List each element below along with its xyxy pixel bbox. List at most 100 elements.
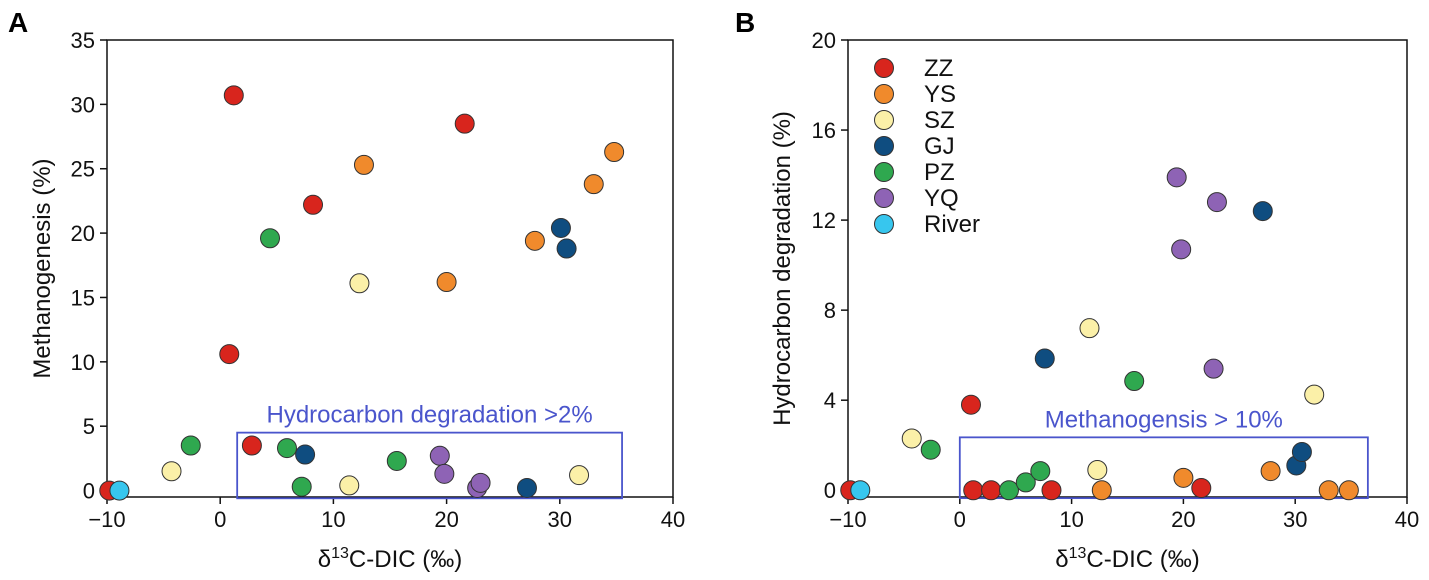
- data-point-pz: [920, 439, 941, 460]
- data-point-zz: [1041, 480, 1062, 501]
- y-tick-label: 20: [71, 221, 95, 246]
- y-tick-label: 25: [71, 157, 95, 182]
- x-axis-label: δ13C-DIC (‰): [1055, 545, 1199, 573]
- data-point-zz: [223, 85, 244, 106]
- x-tick-label: 10: [1059, 507, 1083, 532]
- series-sz: [901, 318, 1325, 480]
- data-point-zz: [960, 394, 981, 415]
- data-point-pz: [1030, 461, 1051, 482]
- data-point-sz: [161, 461, 182, 482]
- y-tick-label: 0: [83, 479, 95, 504]
- x-tick-label: 30: [1283, 507, 1307, 532]
- legend-marker-zz: [874, 58, 894, 78]
- data-point-ys: [1173, 467, 1194, 488]
- y-tick-label: 15: [71, 285, 95, 310]
- legend-label-ys: YS: [924, 81, 956, 108]
- y-tick-label: 20: [812, 28, 836, 53]
- legend-marker-sz: [874, 110, 894, 130]
- data-point-pz: [386, 450, 407, 471]
- x-axis-label: δ13C-DIC (‰): [318, 545, 462, 573]
- data-point-sz: [1304, 384, 1325, 405]
- x-tick-label: 30: [548, 507, 572, 532]
- data-point-ys: [583, 174, 604, 195]
- y-tick-label: 5: [83, 414, 95, 439]
- x-tick-label: 20: [1171, 507, 1195, 532]
- data-point-zz: [241, 435, 262, 456]
- data-point-sz: [569, 465, 590, 486]
- plot-frame: [847, 39, 1408, 498]
- data-point-ys: [1338, 480, 1359, 501]
- data-point-ys: [1091, 480, 1112, 501]
- y-axis-label: Methanogenesis (%): [29, 158, 56, 378]
- data-point-yq: [429, 445, 450, 466]
- y-tick-label: 4: [824, 388, 836, 413]
- x-tick-label: 40: [1395, 507, 1419, 532]
- data-point-sz: [349, 273, 370, 294]
- series-river: [109, 480, 130, 501]
- annotation-box: [236, 431, 623, 500]
- series-zz: [99, 85, 475, 501]
- series-zz: [840, 394, 1212, 501]
- y-tick-label: 35: [71, 28, 95, 53]
- annotation-text: Hydrocarbon degradation >2%: [267, 402, 593, 429]
- y-tick-label: 0: [824, 478, 836, 503]
- y-tick-label: 10: [71, 350, 95, 375]
- data-point-yq: [434, 463, 455, 484]
- data-point-gj: [550, 217, 571, 238]
- data-point-sz: [1087, 459, 1108, 480]
- data-point-river: [850, 480, 871, 501]
- y-tick-label: 30: [71, 92, 95, 117]
- data-point-pz: [998, 480, 1019, 501]
- data-point-gj: [556, 238, 577, 259]
- y-tick-label: 8: [824, 298, 836, 323]
- y-axis-label: Hydrocarbon degradation (%): [769, 111, 796, 426]
- panel-label: A: [8, 7, 28, 38]
- data-point-ys: [353, 154, 374, 175]
- series-gj: [1034, 201, 1312, 476]
- data-point-yq: [470, 472, 491, 493]
- y-tick-label: 16: [812, 118, 836, 143]
- x-tick-label: 0: [214, 507, 226, 532]
- series-gj: [295, 217, 577, 498]
- data-point-zz: [981, 480, 1002, 501]
- data-point-gj: [1034, 348, 1055, 369]
- data-point-ys: [524, 230, 545, 251]
- data-point-sz: [339, 475, 360, 496]
- data-point-zz: [454, 113, 475, 134]
- legend-label-yq: YQ: [924, 185, 959, 212]
- data-point-zz: [219, 344, 240, 365]
- y-tick-label: 12: [812, 208, 836, 233]
- series-ys: [353, 141, 625, 293]
- data-point-zz: [1191, 477, 1212, 498]
- data-point-yq: [1171, 239, 1192, 260]
- data-point-river: [109, 480, 130, 501]
- legend-label-sz: SZ: [924, 107, 955, 134]
- data-point-zz: [303, 194, 324, 215]
- data-point-gj: [1252, 201, 1273, 222]
- x-tick-label: 0: [954, 507, 966, 532]
- data-point-pz: [1015, 472, 1036, 493]
- legend-marker-pz: [874, 162, 894, 182]
- series-ys: [1091, 461, 1359, 501]
- data-point-sz: [901, 428, 922, 449]
- x-tick-label: 40: [661, 507, 685, 532]
- data-point-pz: [1124, 371, 1145, 392]
- panel-a: A −10 0 10 20 30 40 0 5 10 15 20 25 30 35 δ13C-DIC (‰) M…: [8, 7, 685, 573]
- data-point-pz: [180, 435, 201, 456]
- legend-label-pz: PZ: [924, 159, 955, 186]
- data-point-yq: [1203, 358, 1224, 379]
- panel-label: B: [735, 7, 755, 38]
- legend-marker-ys: [874, 84, 894, 104]
- data-point-ys: [436, 272, 457, 293]
- data-point-yq: [1206, 192, 1227, 213]
- plot-frame: [106, 39, 674, 498]
- data-point-ys: [604, 141, 625, 162]
- series-yq: [1166, 167, 1227, 379]
- annotation-box: [958, 436, 1369, 500]
- x-tick-label: 10: [321, 507, 345, 532]
- data-point-sz: [1079, 318, 1100, 339]
- panel-b: B −10 0 10 20 30 40 0 4 8 12 16 20 δ13C-DIC (‰) Hydroc…: [735, 7, 1419, 573]
- data-point-pz: [276, 438, 297, 459]
